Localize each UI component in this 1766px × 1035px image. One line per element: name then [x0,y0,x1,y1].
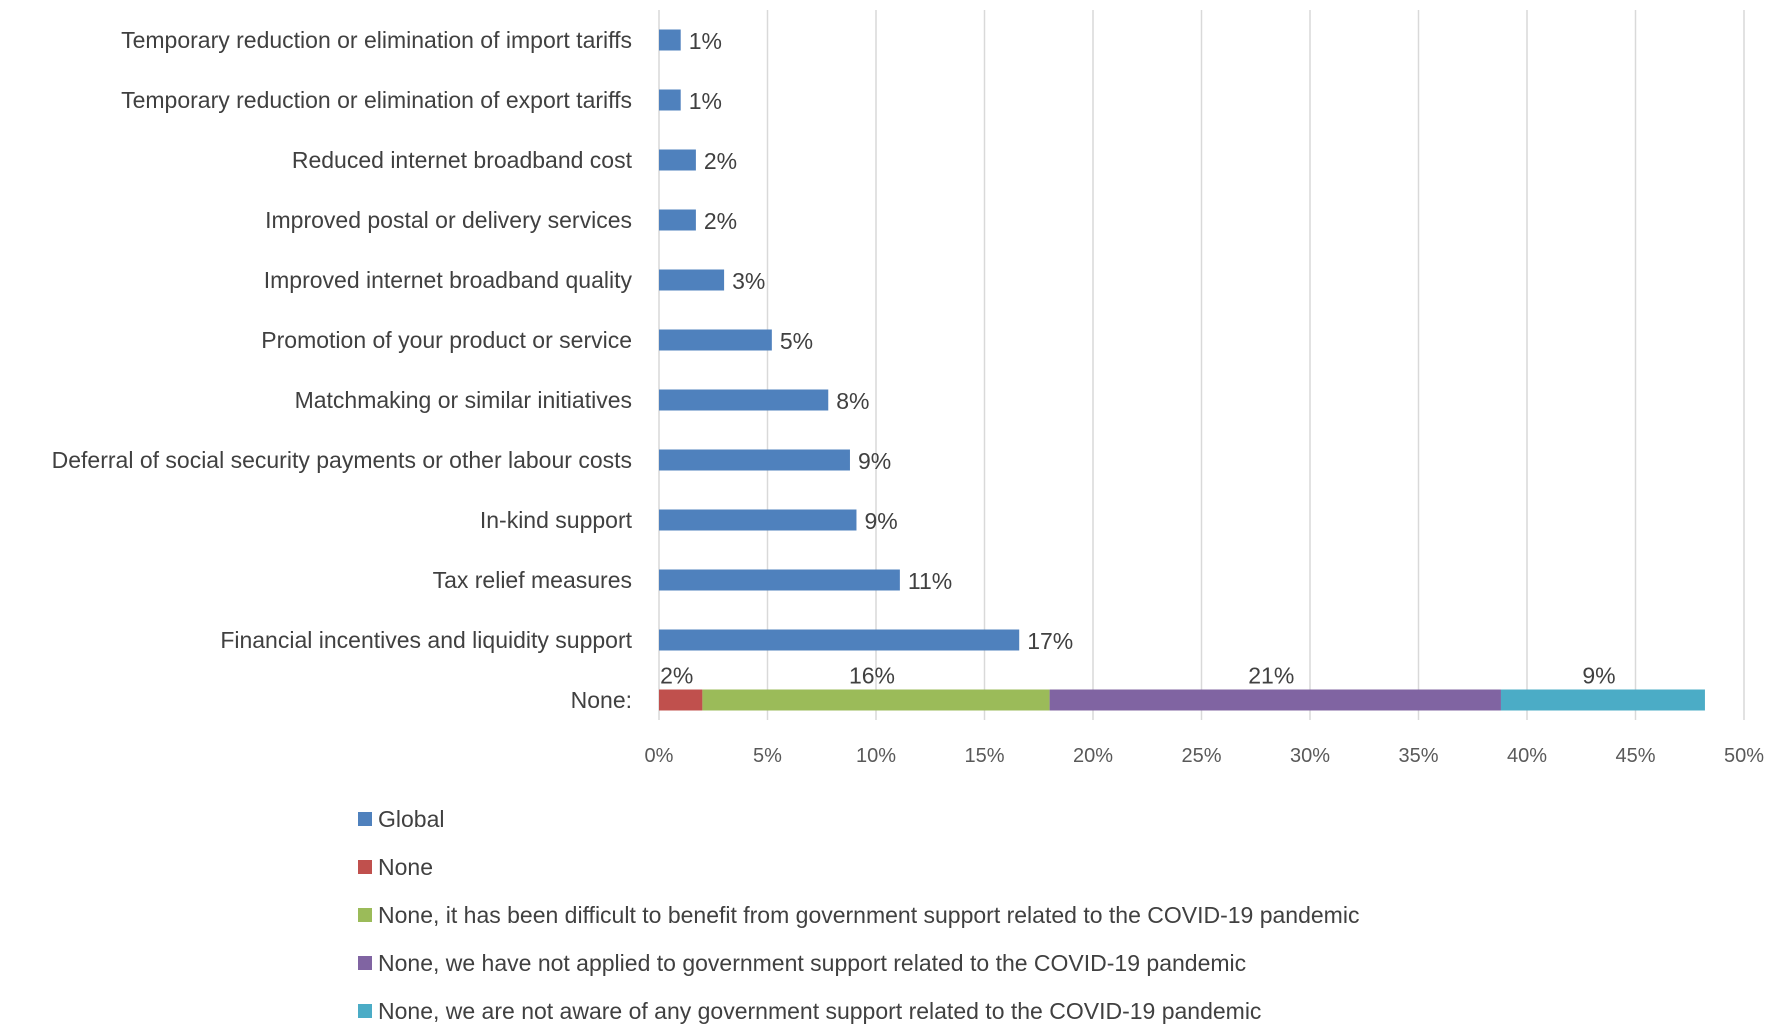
data-label: 2% [704,208,737,234]
bar [659,269,725,291]
data-label: 1% [689,88,722,114]
bar [659,209,696,231]
bar [659,449,850,471]
bar [659,89,681,111]
bar [659,329,772,351]
bar [659,569,900,591]
x-tick-label: 20% [1073,745,1113,767]
gridlines [658,10,1745,720]
category-label: Temporary reduction or elimination of im… [121,27,632,53]
chart: 0% 5% 10% 15% 20% 25% 30% 35% 40% 45% 50% Temporary… [52,10,1765,767]
bar [1049,689,1501,711]
category-label: None: [571,687,632,713]
category-label: Tax relief measures [433,567,632,593]
x-tick-label: 25% [1181,745,1221,767]
data-label: 9% [864,508,897,534]
legend-swatch [358,956,372,970]
legend-label: None, we have not applied to government … [378,949,1247,976]
category-label: Promotion of your product or service [261,327,632,353]
category-label: Financial incentives and liquidity suppo… [220,627,632,653]
x-tick-label: 0% [645,745,674,767]
legend-label: None, we are not aware of any government… [378,997,1262,1024]
data-label: 5% [780,328,813,354]
data-label: 3% [732,268,765,294]
x-tick-label: 15% [964,745,1004,767]
category-label: Deferral of social security payments or … [52,447,632,473]
legend-label: Global [378,805,445,832]
data-label: 11% [908,568,952,594]
legend-swatch [358,1004,372,1018]
bar [659,689,703,711]
x-tick-label: 35% [1398,745,1438,767]
bar [659,149,696,171]
legend-item: Global [358,795,1359,843]
data-label: 8% [836,388,869,414]
x-tick-label: 10% [856,745,896,767]
legend-item: None, we have not applied to government … [358,939,1359,987]
category-label: In-kind support [480,507,633,533]
x-tick-label: 30% [1290,745,1330,767]
legend-item: None [358,843,1359,891]
bar [659,389,829,411]
data-label: 9% [1582,663,1615,689]
bar [702,689,1050,711]
legend-swatch [358,908,372,922]
legend-label: None [378,853,433,880]
data-label: 2% [704,148,737,174]
bars [659,29,1705,711]
category-label: Reduced internet broadband cost [292,147,633,173]
category-label: Improved postal or delivery services [265,207,632,233]
x-tick-label: 5% [753,745,782,767]
legend: Global None None, it has been difficult to… [358,795,1359,1035]
data-label: 2% [660,663,693,689]
data-label: 16% [849,663,895,689]
data-label: 9% [858,448,891,474]
category-label: Temporary reduction or elimination of ex… [121,87,632,113]
bar [659,509,857,531]
x-tick-label: 45% [1615,745,1655,767]
legend-item: None, we are not aware of any government… [358,987,1359,1035]
legend-swatch [358,860,372,874]
legend-item: None, it has been difficult to benefit f… [358,891,1359,939]
x-tick-label: 40% [1507,745,1547,767]
legend-swatch [358,812,372,826]
bar [1500,689,1705,711]
category-label: Matchmaking or similar initiatives [295,387,632,413]
data-label: 21% [1248,663,1294,689]
data-label: 17% [1027,628,1073,654]
bar [659,29,681,51]
x-tick-label: 50% [1724,745,1764,767]
data-label: 1% [689,28,722,54]
category-label: Improved internet broadband quality [264,267,633,293]
labels: 0% 5% 10% 15% 20% 25% 30% 35% 40% 45% 50% Temporary… [52,27,1765,767]
legend-label: None, it has been difficult to benefit f… [378,901,1360,928]
bar [659,629,1020,651]
